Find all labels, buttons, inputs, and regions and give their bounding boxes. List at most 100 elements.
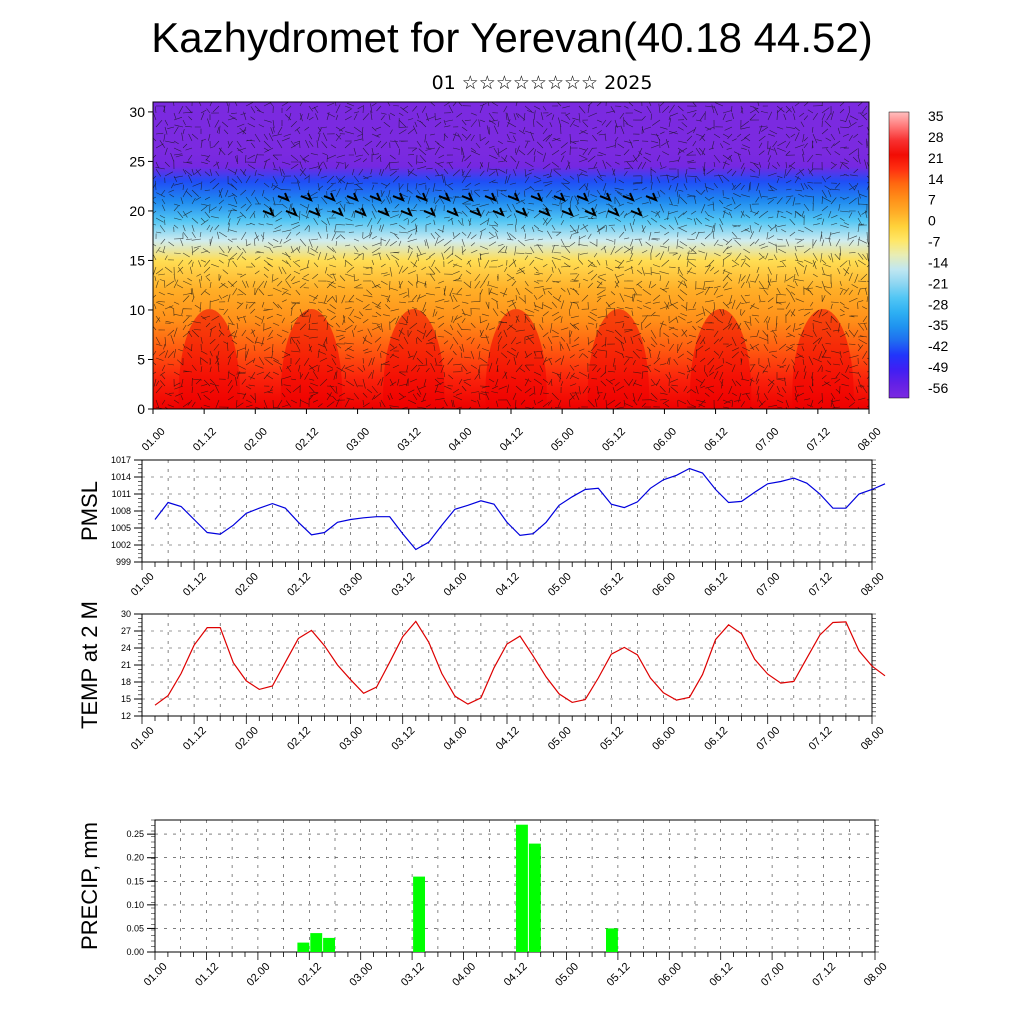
y-tick-label: 1008 bbox=[111, 506, 131, 516]
x-tick-label: 05.12 bbox=[605, 961, 633, 989]
x-tick-label: 07.00 bbox=[753, 426, 781, 454]
x-tick-label: 08.00 bbox=[862, 961, 890, 989]
x-tick-label: 04.00 bbox=[450, 961, 478, 989]
y-tick-label: 25 bbox=[129, 153, 145, 169]
x-tick-label: 07.12 bbox=[805, 426, 833, 454]
precip-bar bbox=[310, 933, 323, 952]
x-tick-label: 05.12 bbox=[600, 426, 628, 454]
cross-section-panel: 0 5 10 15 20 25 30 01.00 01.12 02.00 02.12 03.00 03… bbox=[129, 101, 884, 454]
warm-cell bbox=[178, 309, 240, 409]
x-tick-label: 03.12 bbox=[399, 961, 427, 989]
colorbar-label: -21 bbox=[928, 275, 948, 291]
y-tick-label: 0.25 bbox=[126, 829, 144, 839]
x-tick-label: 07.00 bbox=[754, 571, 782, 599]
x-tick-label: 01.00 bbox=[129, 571, 157, 599]
y-tick-label: 21 bbox=[121, 660, 131, 670]
y-tick-label: 15 bbox=[121, 694, 131, 704]
y-axis-label: PMSL bbox=[77, 481, 102, 541]
colorbar-fill bbox=[888, 111, 910, 399]
x-tick-marks bbox=[141, 562, 873, 570]
x-tick-label: 06.12 bbox=[702, 571, 730, 599]
colorbar-label: 7 bbox=[928, 192, 936, 208]
y-tick-label: 5 bbox=[137, 351, 145, 367]
warm-cell bbox=[383, 309, 445, 409]
x-tick-label: 05.12 bbox=[598, 571, 626, 599]
x-tick-label: 07.12 bbox=[810, 961, 838, 989]
y-tick-label: 18 bbox=[121, 677, 131, 687]
precip-bar bbox=[516, 824, 528, 952]
x-tick-label: 04.12 bbox=[498, 426, 526, 454]
x-tick-label: 01.00 bbox=[140, 426, 168, 454]
precip-bar bbox=[297, 942, 310, 952]
y-tick-label: 1005 bbox=[111, 523, 131, 533]
colorbar: 35 28 21 14 7 0 -7 -14 -21 -28 -35 -42 -49 -56 bbox=[888, 108, 948, 399]
x-tick-label: 02.00 bbox=[245, 961, 273, 989]
x-tick-label: 05.00 bbox=[546, 725, 574, 753]
y-tick-label: 10 bbox=[129, 302, 145, 318]
colorbar-label: 21 bbox=[928, 150, 944, 166]
x-tick-label: 05.12 bbox=[598, 725, 626, 753]
x-tick-label: 03.12 bbox=[389, 725, 417, 753]
y-tick-label: 1014 bbox=[111, 472, 131, 482]
y-tick-label: 27 bbox=[121, 626, 131, 636]
warm-cells bbox=[178, 309, 854, 409]
precip-bar bbox=[413, 876, 425, 952]
x-tick-label: 07.00 bbox=[759, 961, 787, 989]
colorbar-label: 28 bbox=[928, 129, 944, 145]
jet-barbs bbox=[262, 192, 658, 217]
x-tick-label: 06.12 bbox=[702, 725, 730, 753]
y-tick-label: 0 bbox=[137, 401, 145, 417]
colorbar-label: 0 bbox=[928, 213, 936, 229]
x-tick-label: 03.00 bbox=[337, 571, 365, 599]
x-tick-label: 01.12 bbox=[193, 961, 221, 989]
warm-cell bbox=[690, 309, 752, 409]
x-tick-label: 02.12 bbox=[285, 571, 313, 599]
y-tick-label: 1017 bbox=[111, 455, 131, 465]
x-tick-label: 04.00 bbox=[442, 725, 470, 753]
warm-cell bbox=[485, 309, 547, 409]
precip-panel: 0.00 0.05 0.10 0.15 0.20 0.25 01.00 01.12 02.00 0… bbox=[77, 819, 890, 989]
colorbar-labels: 35 28 21 14 7 0 -7 -14 -21 -28 -35 -42 -49 -56 bbox=[928, 108, 948, 396]
x-tick-marks bbox=[141, 716, 873, 724]
temp-line bbox=[154, 620, 886, 706]
x-tick-label: 08.00 bbox=[859, 725, 887, 753]
wind-barbs bbox=[153, 102, 869, 409]
y-axis-label: TEMP at 2 M bbox=[77, 601, 102, 729]
x-tick-label: 01.12 bbox=[181, 571, 209, 599]
x-tick-label: 01.12 bbox=[191, 426, 219, 454]
temp-panel: 12 15 18 21 24 27 30 01.00 01.12 02.00 02.12 03.00 0… bbox=[77, 601, 887, 753]
y-tick-label: 24 bbox=[121, 643, 131, 653]
y-tick-label: 999 bbox=[116, 557, 131, 567]
x-tick-label: 02.00 bbox=[233, 571, 261, 599]
x-tick-label: 06.00 bbox=[651, 426, 679, 454]
x-tick-label: 04.00 bbox=[447, 426, 475, 454]
colorbar-label: -49 bbox=[928, 359, 948, 375]
x-tick-label: 05.00 bbox=[549, 426, 577, 454]
x-tick-marks bbox=[154, 952, 876, 960]
x-tick-label: 06.12 bbox=[702, 426, 730, 454]
x-tick-label: 06.12 bbox=[707, 961, 735, 989]
x-tick-label: 07.00 bbox=[754, 725, 782, 753]
chart-title: Kazhydromet for Yerevan(40.18 44.52) bbox=[151, 14, 873, 61]
colorbar-label: -42 bbox=[928, 338, 948, 354]
x-tick-label: 02.12 bbox=[296, 961, 324, 989]
x-tick-label: 01.12 bbox=[181, 725, 209, 753]
x-tick-label: 02.12 bbox=[285, 725, 313, 753]
y-tick-label: 0.00 bbox=[126, 947, 144, 957]
y-tick-label: 30 bbox=[121, 609, 131, 619]
y-axis-label: PRECIP, mm bbox=[77, 822, 102, 950]
precip-bar bbox=[528, 843, 541, 952]
x-tick-label: 03.00 bbox=[337, 725, 365, 753]
precip-bar bbox=[323, 937, 335, 952]
warm-cell bbox=[792, 309, 854, 409]
x-tick-label: 03.12 bbox=[389, 571, 417, 599]
x-tick-label: 07.12 bbox=[807, 725, 835, 753]
x-tick-label: 06.00 bbox=[650, 571, 678, 599]
colorbar-label: 35 bbox=[928, 108, 944, 124]
x-tick-label: 04.12 bbox=[494, 725, 522, 753]
x-tick-label: 04.00 bbox=[442, 571, 470, 599]
x-tick-label: 03.00 bbox=[347, 961, 375, 989]
colorbar-label: -14 bbox=[928, 254, 948, 270]
wind-barb-field bbox=[153, 102, 869, 409]
